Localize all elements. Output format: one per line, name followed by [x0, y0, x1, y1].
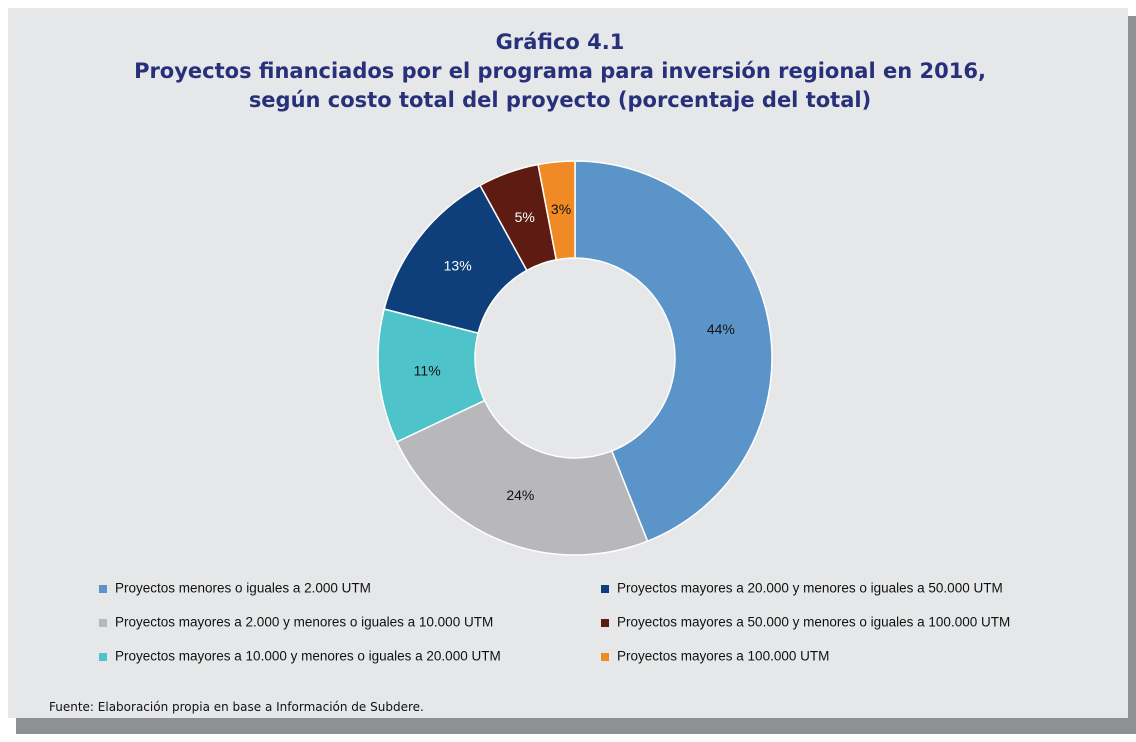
- data-label: 3%: [551, 201, 571, 217]
- legend-label: Proyectos mayores a 20.000 y menores o i…: [617, 581, 1003, 596]
- panel: [8, 8, 1128, 718]
- slice: [574, 160, 773, 543]
- legend-swatch: [601, 585, 609, 593]
- legend-swatch: [601, 653, 609, 661]
- legend-label: Proyectos mayores a 50.000 y menores o i…: [617, 615, 1010, 630]
- source-note: Fuente: Elaboración propia en base a Inf…: [49, 700, 424, 714]
- titles: Gráfico 4.1 Proyectos financiados por el…: [110, 28, 1010, 115]
- data-label: 5%: [515, 209, 535, 225]
- data-label: 44%: [707, 321, 735, 337]
- legend-swatch: [99, 619, 107, 627]
- legend-label: Proyectos mayores a 100.000 UTM: [617, 649, 829, 664]
- legend-swatch: [99, 585, 107, 593]
- slice: [395, 399, 649, 556]
- chart-title: Gráfico 4.1: [495, 30, 625, 54]
- chart-subtitle: Proyectos financiados por el programa pa…: [134, 59, 986, 112]
- legend-swatch: [601, 619, 609, 627]
- legend-label: Proyectos mayores a 10.000 y menores o i…: [115, 649, 501, 664]
- legend-label: Proyectos menores o iguales a 2.000 UTM: [115, 581, 371, 596]
- legend-swatch: [99, 653, 107, 661]
- slice: [537, 160, 576, 261]
- data-label: 11%: [414, 363, 441, 379]
- data-label: 24%: [506, 487, 534, 503]
- data-label: 13%: [444, 258, 472, 274]
- legend-label: Proyectos mayores a 2.000 y menores o ig…: [115, 615, 493, 630]
